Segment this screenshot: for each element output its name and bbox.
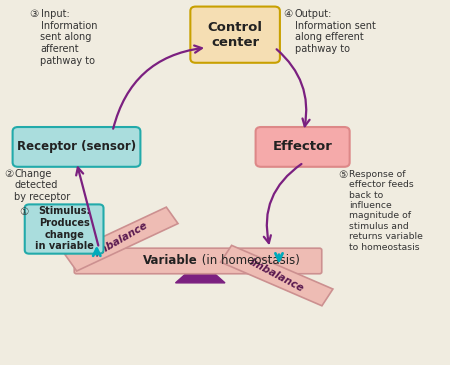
Text: Imbalance: Imbalance [248,257,306,294]
Text: ②: ② [4,169,14,178]
Text: Control
center: Control center [207,21,263,49]
FancyBboxPatch shape [25,204,104,254]
Text: Effector: Effector [273,141,333,153]
Text: Receptor (sensor): Receptor (sensor) [17,141,136,153]
Text: Input:
Information
sent along
afferent
pathway to: Input: Information sent along afferent p… [40,9,97,66]
Polygon shape [176,261,225,283]
Text: Stimulus:
Produces
change
in variable: Stimulus: Produces change in variable [35,207,94,251]
FancyBboxPatch shape [13,127,140,167]
Text: Imbalance: Imbalance [93,220,150,258]
FancyBboxPatch shape [256,127,350,167]
FancyBboxPatch shape [74,248,322,274]
Text: Change
detected
by receptor: Change detected by receptor [14,169,71,202]
Text: Output:
Information sent
along efferent
pathway to: Output: Information sent along efferent … [295,9,376,54]
Text: (in homeostasis): (in homeostasis) [198,254,300,268]
Text: ⑤: ⑤ [338,170,348,180]
Polygon shape [65,207,178,271]
Text: Variable: Variable [143,254,198,268]
Text: ①: ① [19,207,29,217]
Text: ③: ③ [29,9,39,19]
Polygon shape [220,245,333,306]
Text: Response of
effector feeds
back to
influence
magnitude of
stimulus and
returns v: Response of effector feeds back to influ… [349,170,423,251]
FancyBboxPatch shape [190,7,280,63]
Text: ④: ④ [284,9,293,19]
